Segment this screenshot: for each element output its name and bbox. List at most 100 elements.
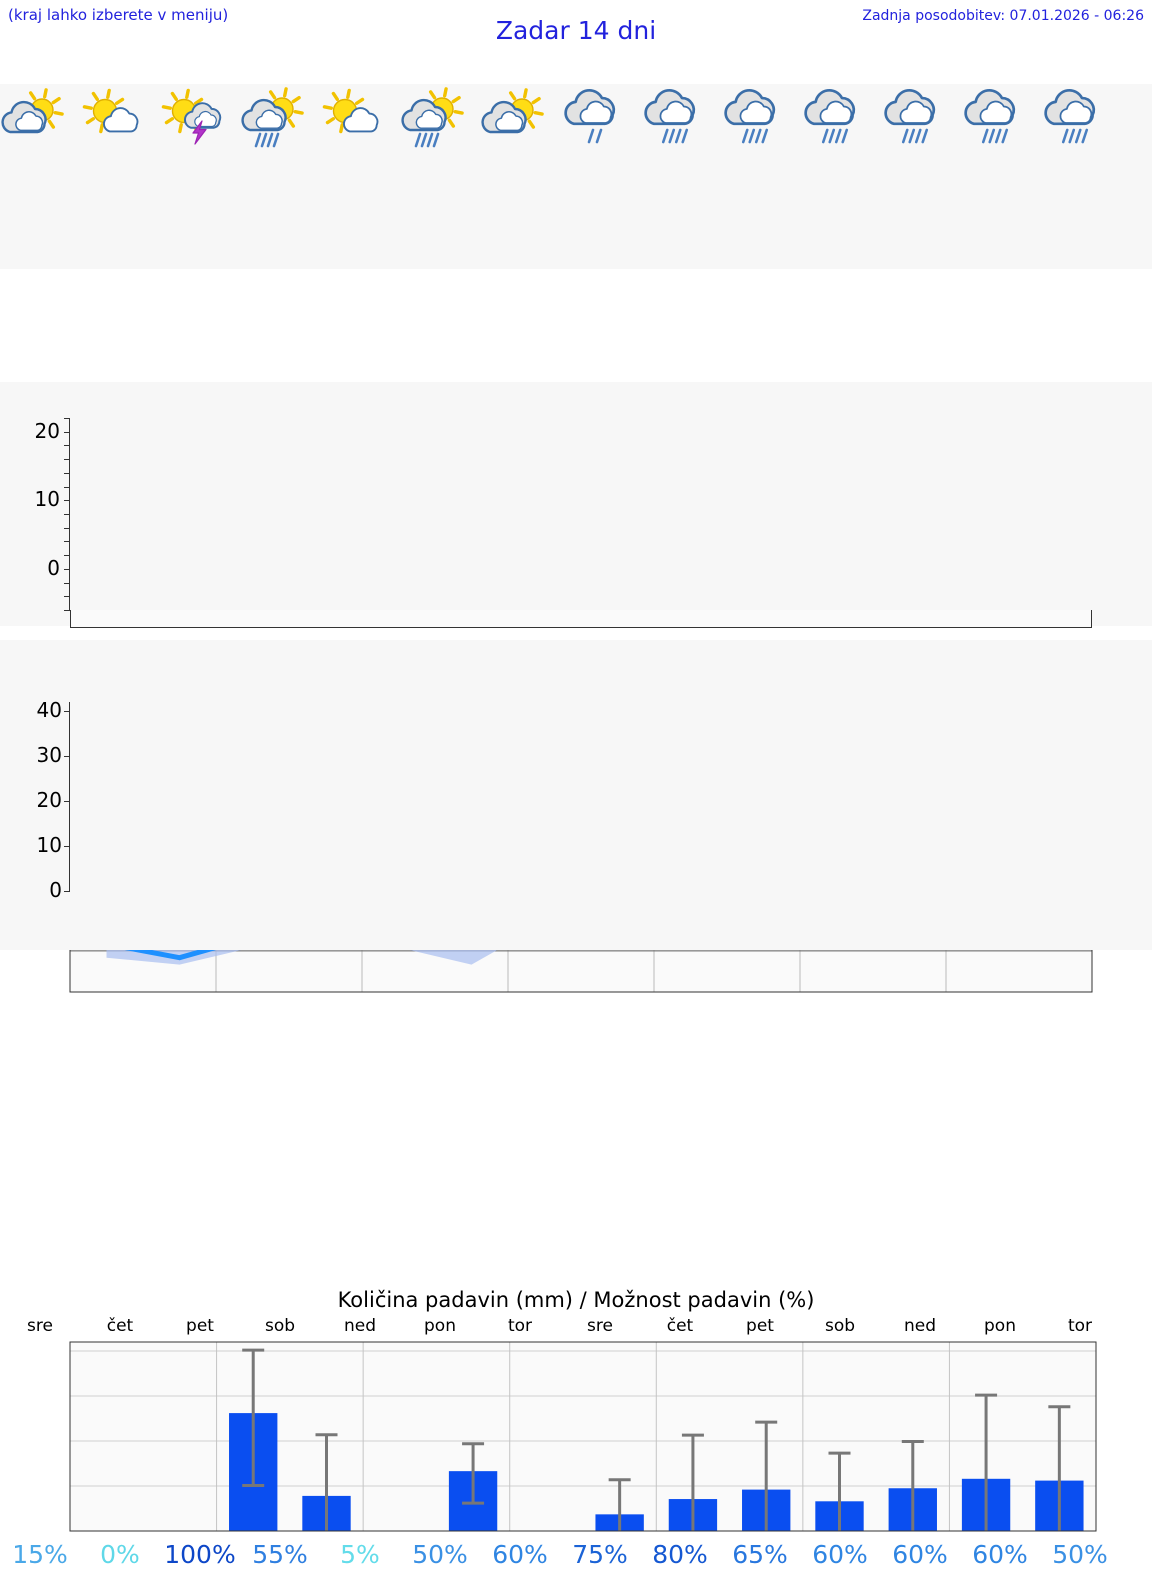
cloud-rain-icon — [884, 89, 936, 144]
temperature-chart-section: Temperatura (°C) © vreme.us & vreme.pro … — [0, 382, 1152, 993]
sun-behind-cloud-icon — [481, 88, 544, 134]
cloud-light-rain-icon — [564, 89, 616, 144]
precipitation-y-axis-tick — [64, 756, 70, 757]
weather-icon-wrap — [880, 89, 960, 152]
day-column[interactable] — [400, 84, 480, 269]
temperature-y-axis-spine — [69, 418, 70, 610]
precipitation-day-label: čet — [106, 1316, 134, 1336]
weather-icon-wrap — [1040, 89, 1120, 152]
cloud-rain-icon — [964, 89, 1016, 144]
precipitation-day-label: pet — [746, 1316, 774, 1336]
precipitation-day-label: sre — [587, 1316, 613, 1336]
precipitation-y-axis-spine — [69, 702, 70, 891]
weather-icon-wrap — [640, 89, 720, 152]
day-column[interactable] — [880, 84, 960, 269]
precipitation-probability: 55% — [252, 1540, 308, 1569]
temperature-y-axis-tick — [64, 582, 70, 584]
temperature-y-axis-tick — [64, 459, 70, 461]
day-column[interactable] — [640, 84, 720, 269]
precipitation-chart-section: Količina padavin (mm) / Možnost padavin … — [0, 640, 1152, 1569]
precipitation-day-label: sob — [264, 1316, 296, 1336]
precipitation-probability: 15% — [12, 1540, 68, 1569]
day-column[interactable] — [1040, 84, 1120, 269]
sun-cloud-rain-icon — [241, 87, 304, 148]
weather-icon-wrap — [560, 89, 640, 152]
day-column[interactable] — [720, 84, 800, 269]
precipitation-y-axis-label: 20 — [36, 788, 62, 812]
day-column[interactable] — [80, 84, 160, 269]
precipitation-probability: 65% — [732, 1540, 788, 1569]
precipitation-probability: 100% — [164, 1540, 236, 1569]
precipitation-probability: 80% — [652, 1540, 708, 1569]
day-column[interactable] — [0, 84, 80, 269]
weather-icon-wrap — [80, 88, 160, 152]
temperature-y-axis-tick — [64, 431, 70, 433]
sun-small-cloud-icon — [322, 88, 379, 134]
precipitation-probability: 60% — [812, 1540, 868, 1569]
temperature-y-axis-tick — [64, 514, 70, 515]
precipitation-day-label: sre — [27, 1316, 53, 1336]
day-column[interactable] — [960, 84, 1040, 269]
precipitation-y-axis-tick — [64, 846, 70, 847]
weather-icon-wrap — [960, 89, 1040, 152]
cloud-rain-icon — [1044, 89, 1096, 144]
precipitation-probability: 50% — [1052, 1540, 1108, 1569]
weather-icon-wrap — [160, 88, 240, 152]
day-column[interactable] — [240, 84, 320, 269]
sun-thunderstorm-icon — [161, 88, 222, 145]
precipitation-bar-chart — [69, 1341, 1097, 1532]
precipitation-probability: 50% — [412, 1540, 468, 1569]
day-column[interactable] — [560, 84, 640, 269]
precipitation-y-axis-tick — [64, 711, 70, 712]
sun-cloud-rain-icon — [401, 87, 464, 148]
precipitation-y-axis-label: 10 — [36, 833, 62, 857]
precipitation-probability: 5% — [340, 1540, 380, 1569]
temperature-y-axis-tick — [64, 568, 70, 570]
precipitation-day-label: čet — [666, 1316, 694, 1336]
temperature-y-axis-label: 0 — [47, 555, 60, 580]
temperature-chart-footer-band — [70, 610, 1092, 628]
precipitation-y-axis-label: 40 — [36, 698, 62, 722]
daily-forecast-strip — [0, 84, 1152, 269]
page-title: Zadar 14 dni — [495, 16, 657, 45]
temperature-y-axis-tick — [64, 472, 70, 474]
temperature-y-axis-tick — [64, 610, 70, 611]
temperature-y-axis-tick — [64, 596, 70, 598]
precipitation-probability: 75% — [572, 1540, 628, 1569]
precipitation-plot-area — [69, 1341, 1097, 1532]
cloud-rain-icon — [804, 89, 856, 144]
precipitation-day-label: ned — [343, 1316, 377, 1336]
weather-icon-wrap — [320, 88, 400, 152]
day-column[interactable] — [480, 84, 560, 269]
precipitation-day-label: pon — [424, 1316, 456, 1336]
precipitation-y-axis-label: 0 — [49, 878, 62, 902]
precipitation-day-labels: sre čet pet sob ned pon tor sre čet pet sob ned pon t… — [0, 1316, 1152, 1338]
temperature-y-axis-tick — [64, 418, 70, 419]
precipitation-probability: 60% — [892, 1540, 948, 1569]
weather-icon-wrap — [800, 89, 880, 152]
weather-icon-wrap — [720, 89, 800, 152]
temperature-y-axis-label: 20 — [34, 418, 60, 443]
weather-icon-wrap — [240, 87, 320, 152]
precipitation-day-label: tor — [507, 1316, 533, 1336]
temperature-y-axis-tick — [64, 527, 70, 529]
precipitation-probability: 60% — [972, 1540, 1028, 1569]
weather-icon-wrap — [480, 88, 560, 152]
day-column[interactable] — [800, 84, 880, 269]
precipitation-day-label: tor — [1067, 1316, 1093, 1336]
temperature-y-axis-tick — [64, 541, 70, 543]
sun-small-cloud-icon — [82, 88, 139, 134]
menu-hint-text: (kraj lahko izberete v meniju) — [8, 6, 229, 24]
day-column[interactable] — [160, 84, 240, 269]
precipitation-probability-row: 15% 0% 100% 55% 5% 50% 60% 75% 80% 65% 60% 60% 60% 50… — [0, 1540, 1152, 1576]
temperature-y-axis-tick — [64, 500, 70, 502]
cloud-rain-icon — [644, 89, 696, 144]
precipitation-y-axis-tick — [64, 891, 70, 892]
precipitation-y-axis-tick — [64, 801, 70, 802]
precipitation-chart-title: Količina padavin (mm) / Možnost padavin … — [337, 1288, 815, 1312]
precipitation-day-label: pet — [186, 1316, 214, 1336]
temperature-y-axis-label: 10 — [34, 487, 60, 512]
day-column[interactable] — [320, 84, 400, 269]
precipitation-day-label: ned — [903, 1316, 937, 1336]
page-header: (kraj lahko izberete v meniju) Zadar 14 … — [0, 0, 1152, 62]
